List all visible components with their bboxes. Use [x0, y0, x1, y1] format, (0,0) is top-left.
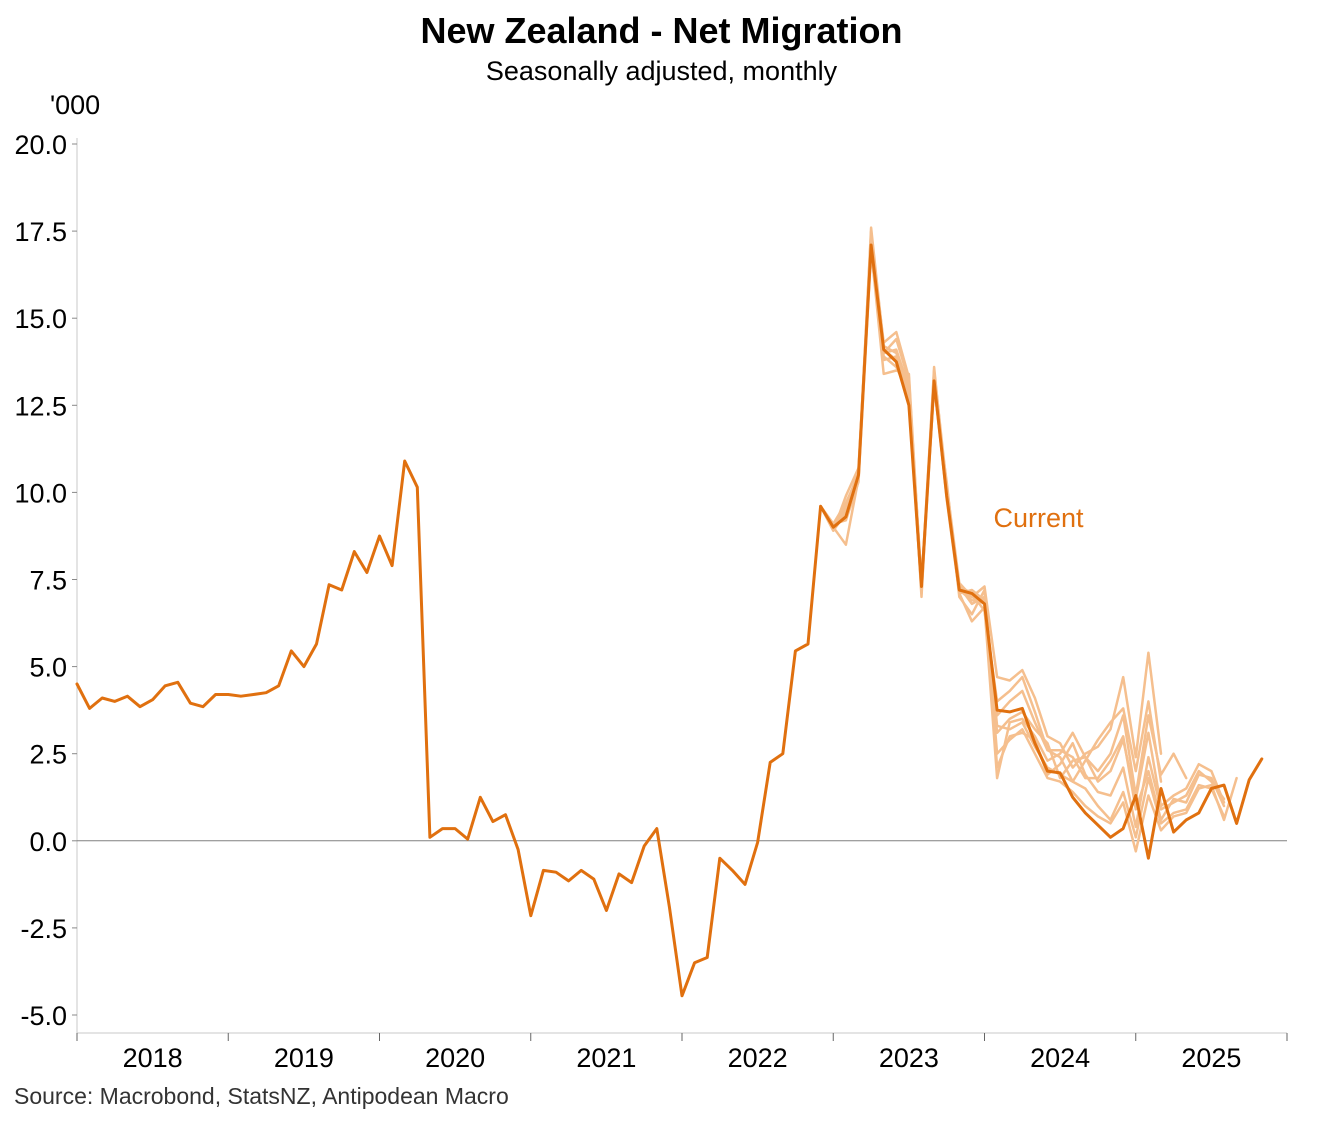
x-tick-label: 2022 — [728, 1043, 788, 1073]
x-tick-label: 2025 — [1181, 1043, 1241, 1073]
current-series-annotation: Current — [994, 503, 1085, 533]
x-tick-label: 2023 — [879, 1043, 939, 1073]
y-tick-label: 7.5 — [29, 566, 67, 596]
y-tick-label: 10.0 — [14, 478, 67, 508]
vintage-series-line — [819, 240, 1226, 829]
chart-title: New Zealand - Net Migration — [420, 10, 903, 51]
x-tick-label: 2018 — [123, 1043, 183, 1073]
y-tick-label: 0.0 — [29, 827, 67, 857]
x-tick-label: 2019 — [274, 1043, 334, 1073]
x-tick-label: 2020 — [425, 1043, 485, 1073]
y-tick-label: -5.0 — [20, 1001, 67, 1031]
chart-subtitle: Seasonally adjusted, monthly — [485, 56, 838, 86]
y-tick-label: 20.0 — [14, 130, 67, 160]
y-tick-label: 2.5 — [29, 740, 67, 770]
x-tick-label: 2024 — [1030, 1043, 1090, 1073]
current-series-line — [75, 243, 1264, 998]
y-tick-label: -2.5 — [20, 914, 67, 944]
y-tick-label: 17.5 — [14, 217, 67, 247]
x-tick-label: 2021 — [576, 1043, 636, 1073]
y-tick-label: 15.0 — [14, 304, 67, 334]
y-tick-label: 12.5 — [14, 391, 67, 421]
y-tick-label: 5.0 — [29, 653, 67, 683]
source-note: Source: Macrobond, StatsNZ, Antipodean M… — [14, 1083, 509, 1109]
vintage-series-line — [819, 247, 1226, 808]
y-axis-unit-label: '000 — [50, 90, 101, 120]
